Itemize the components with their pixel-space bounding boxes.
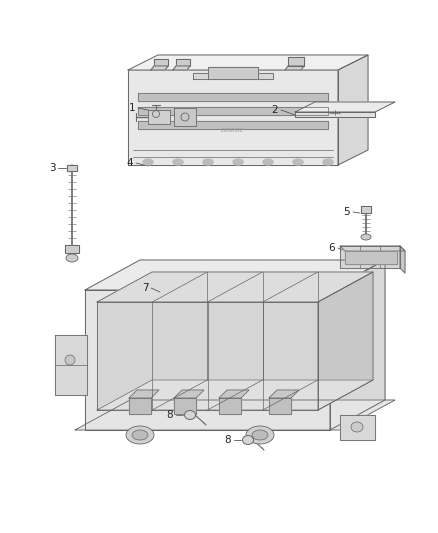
Ellipse shape bbox=[233, 159, 243, 165]
Polygon shape bbox=[340, 246, 405, 251]
Ellipse shape bbox=[184, 410, 195, 419]
Text: 3: 3 bbox=[49, 163, 55, 173]
Polygon shape bbox=[340, 415, 375, 440]
Polygon shape bbox=[138, 121, 328, 129]
Polygon shape bbox=[400, 246, 405, 273]
Polygon shape bbox=[269, 398, 291, 414]
Polygon shape bbox=[128, 70, 338, 165]
Ellipse shape bbox=[126, 426, 154, 444]
Polygon shape bbox=[208, 67, 258, 79]
Polygon shape bbox=[85, 260, 385, 290]
Text: DODGE: DODGE bbox=[221, 127, 245, 133]
Polygon shape bbox=[176, 59, 190, 66]
Ellipse shape bbox=[361, 234, 371, 240]
Text: 1: 1 bbox=[129, 103, 135, 113]
Polygon shape bbox=[129, 390, 159, 398]
Polygon shape bbox=[193, 73, 273, 79]
Polygon shape bbox=[174, 108, 196, 126]
Polygon shape bbox=[345, 251, 397, 264]
Polygon shape bbox=[295, 112, 375, 117]
Text: 7: 7 bbox=[141, 283, 148, 293]
Ellipse shape bbox=[203, 159, 213, 165]
Ellipse shape bbox=[323, 159, 333, 165]
Text: 4: 4 bbox=[127, 158, 133, 168]
Polygon shape bbox=[318, 272, 373, 410]
Polygon shape bbox=[129, 398, 151, 414]
Polygon shape bbox=[340, 246, 400, 268]
Ellipse shape bbox=[132, 430, 148, 440]
Polygon shape bbox=[148, 110, 170, 124]
Polygon shape bbox=[219, 398, 241, 414]
Ellipse shape bbox=[243, 435, 254, 445]
Polygon shape bbox=[85, 290, 330, 430]
Ellipse shape bbox=[66, 254, 78, 262]
Polygon shape bbox=[361, 206, 371, 213]
Text: 5: 5 bbox=[344, 207, 350, 217]
Polygon shape bbox=[138, 107, 328, 115]
Polygon shape bbox=[97, 302, 318, 410]
Ellipse shape bbox=[351, 422, 363, 432]
Polygon shape bbox=[219, 390, 249, 398]
Polygon shape bbox=[330, 260, 385, 430]
Polygon shape bbox=[75, 400, 395, 430]
Ellipse shape bbox=[65, 355, 75, 365]
Polygon shape bbox=[338, 55, 368, 165]
Ellipse shape bbox=[293, 159, 303, 165]
Ellipse shape bbox=[173, 159, 183, 165]
Polygon shape bbox=[173, 66, 190, 70]
Polygon shape bbox=[97, 272, 373, 302]
Polygon shape bbox=[154, 59, 168, 66]
Polygon shape bbox=[67, 165, 77, 171]
Polygon shape bbox=[174, 398, 196, 414]
Ellipse shape bbox=[246, 426, 274, 444]
Text: 8: 8 bbox=[225, 435, 231, 445]
Polygon shape bbox=[97, 380, 373, 410]
Polygon shape bbox=[151, 66, 168, 70]
Polygon shape bbox=[295, 102, 395, 112]
Polygon shape bbox=[174, 390, 204, 398]
Text: 6: 6 bbox=[328, 243, 336, 253]
Polygon shape bbox=[65, 245, 79, 253]
Text: 2: 2 bbox=[272, 105, 278, 115]
Polygon shape bbox=[173, 66, 190, 70]
Polygon shape bbox=[288, 57, 304, 66]
Ellipse shape bbox=[252, 430, 268, 440]
Text: 8: 8 bbox=[167, 410, 173, 420]
Polygon shape bbox=[128, 55, 368, 70]
Polygon shape bbox=[269, 390, 299, 398]
Polygon shape bbox=[55, 335, 87, 395]
Polygon shape bbox=[138, 93, 328, 101]
Polygon shape bbox=[151, 66, 168, 70]
Ellipse shape bbox=[263, 159, 273, 165]
Ellipse shape bbox=[143, 159, 153, 165]
Polygon shape bbox=[285, 66, 304, 70]
